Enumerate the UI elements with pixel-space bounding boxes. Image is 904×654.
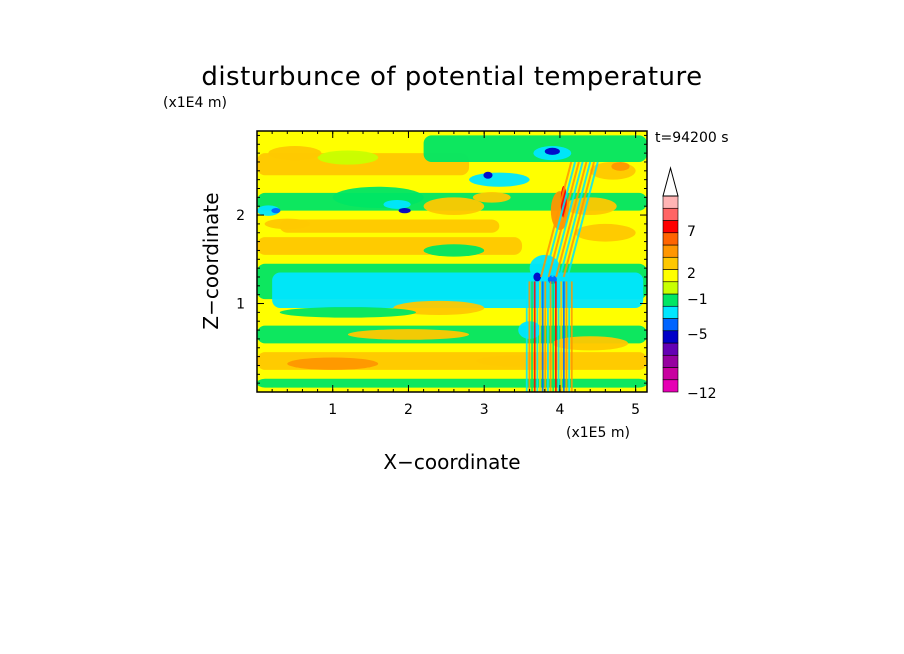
y-axis: 12: [236, 134, 647, 384]
x-axis-label: X−coordinate: [383, 450, 520, 474]
colorbar-swatch: [662, 354, 679, 368]
colorbar-swatch: [662, 318, 679, 332]
y-axis-label: Z−coordinate: [199, 192, 223, 329]
field-streak: [558, 161, 592, 278]
x-tick-label: 5: [631, 402, 640, 418]
field-streak: [560, 281, 563, 392]
colorbar-swatch: [662, 195, 679, 209]
field-blob: [423, 244, 485, 257]
colorbar-swatch: [662, 220, 679, 234]
field-blob: [257, 205, 280, 216]
colorbar-swatch: [662, 330, 679, 344]
field-streak: [562, 161, 595, 278]
x-tick-label: 4: [555, 402, 564, 418]
field-blob: [398, 207, 411, 214]
colorbar-swatch: [662, 232, 679, 246]
colorbar-label: −1: [687, 292, 708, 308]
colorbar-swatch: [662, 367, 679, 381]
field-streak: [568, 281, 571, 392]
field-streak: [525, 281, 528, 392]
field-blob: [317, 150, 379, 165]
field-blob: [393, 300, 485, 316]
field-streak: [541, 281, 544, 392]
y-tick-label: 2: [236, 208, 245, 224]
colorbar-swatch: [662, 244, 679, 258]
field-streak: [531, 281, 533, 392]
field-streak: [566, 161, 599, 278]
field-streak: [540, 161, 573, 278]
colorbar-swatch: [662, 256, 679, 270]
colorbar-swatch: [662, 269, 679, 283]
plot-frame: [256, 130, 648, 393]
x-axis: 1 2 3 4 5: [271, 131, 640, 418]
field-blob: [268, 146, 322, 161]
y-tick-label: 1: [236, 297, 245, 313]
contour-field: [257, 131, 647, 392]
field-blob: [423, 197, 485, 216]
colorbar-label: −5: [687, 327, 708, 343]
field-blob: [264, 218, 311, 230]
field-streak: [533, 281, 536, 392]
field-blob: [611, 161, 630, 171]
chart-title: disturbunce of potential temperature: [201, 62, 702, 92]
field-streak: [565, 281, 568, 392]
field-blob: [533, 272, 541, 282]
colorbar-label: 2: [687, 266, 696, 282]
field-streak: [562, 281, 565, 392]
x-tick-label: 2: [404, 402, 413, 418]
field-blob: [483, 171, 493, 179]
field-streak: [552, 281, 555, 392]
time-label: t=94200 s: [655, 130, 729, 146]
colorbar-swatch: [662, 305, 679, 319]
field-blob: [472, 192, 511, 203]
y-unit-label: (x1E4 m): [163, 95, 227, 111]
field-band: [279, 219, 500, 233]
field-band: [257, 378, 647, 388]
field-streak: [539, 281, 541, 392]
colorbar-swatch: [662, 379, 679, 393]
field-streak: [528, 281, 531, 392]
field-streak: [544, 281, 547, 392]
x-tick-label: 3: [480, 402, 489, 418]
field-blob: [287, 357, 379, 370]
field-blob: [469, 172, 530, 187]
field-blob: [383, 200, 411, 209]
field-streak: [570, 281, 573, 392]
field-streak: [536, 281, 539, 392]
field-blob: [575, 223, 636, 242]
colorbar-swatch: [662, 342, 679, 356]
field-blob: [476, 355, 553, 367]
x-unit-label: (x1E5 m): [566, 425, 630, 441]
field-streak: [549, 281, 552, 392]
colorbar-swatch: [662, 293, 679, 307]
field-streak: [547, 161, 580, 278]
field-streak: [551, 161, 584, 278]
x-tick-label: 1: [328, 402, 337, 418]
colorbar: 7 2 −1 −5 −12: [662, 166, 717, 402]
field-band: [423, 135, 647, 162]
colorbar-swatch: [662, 207, 679, 221]
colorbar-arrow: [662, 166, 679, 197]
field-streak: [554, 281, 557, 392]
field-streak: [555, 161, 588, 278]
colorbar-label: −12: [687, 386, 717, 402]
field-blob: [279, 307, 417, 318]
field-blob: [544, 147, 560, 155]
field-streak: [547, 281, 549, 392]
field-streak: [543, 161, 577, 278]
field-streak: [557, 281, 560, 392]
colorbar-swatch: [662, 281, 679, 295]
field-blob: [347, 329, 470, 340]
colorbar-label: 7: [687, 224, 696, 240]
field-blob: [271, 207, 281, 214]
